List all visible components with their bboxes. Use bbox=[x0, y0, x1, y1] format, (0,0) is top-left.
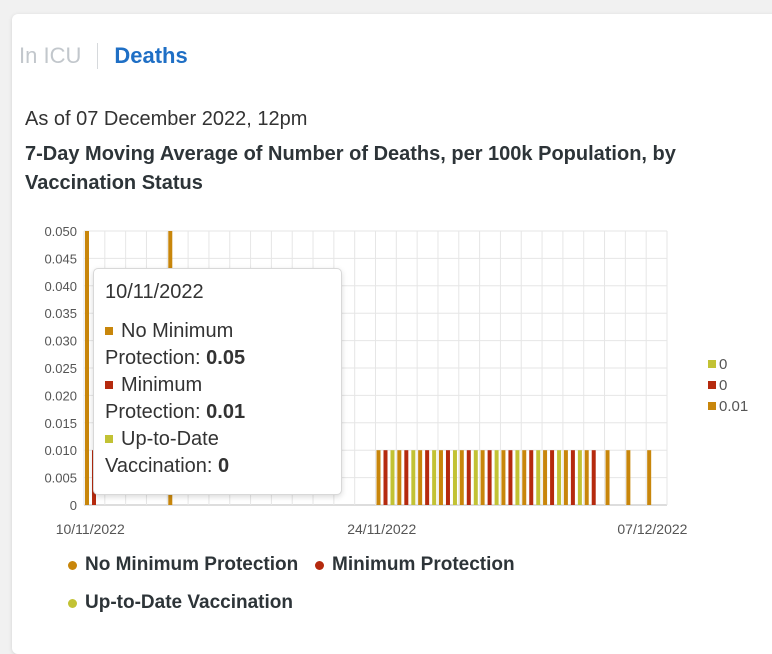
tooltip-value: 0.05 bbox=[206, 347, 246, 369]
tooltip-label: Minimum bbox=[121, 374, 203, 396]
bar bbox=[584, 450, 589, 505]
legend-item-up-to-date-vaccination[interactable]: Up-to-Date Vaccination bbox=[68, 592, 293, 614]
legend-item-minimum-protection[interactable]: Minimum Protection bbox=[315, 554, 515, 576]
y-tick-label: 0.040 bbox=[44, 279, 77, 294]
bar bbox=[543, 450, 548, 505]
bar bbox=[487, 450, 492, 505]
legend-item-no-minimum-protection[interactable]: No Minimum Protection bbox=[68, 554, 298, 576]
bar bbox=[501, 450, 506, 505]
bar bbox=[480, 450, 485, 505]
bar bbox=[425, 450, 430, 505]
legend-dot-icon bbox=[68, 560, 77, 570]
tab-in-icu[interactable]: In ICU bbox=[19, 43, 82, 68]
legend-dot-icon bbox=[315, 560, 324, 570]
y-tick-label: 0.030 bbox=[44, 334, 77, 349]
y-tick-label: 0.050 bbox=[44, 224, 77, 239]
bar bbox=[577, 450, 582, 505]
bar bbox=[404, 450, 409, 505]
chart-tooltip: 10/11/2022 No Minimum Protection: 0.05 M… bbox=[93, 268, 342, 495]
chart-title: 7-Day Moving Average of Number of Deaths… bbox=[25, 143, 676, 194]
legend-dot-icon bbox=[68, 598, 77, 608]
bar bbox=[473, 450, 478, 505]
y-tick-label: 0.010 bbox=[44, 443, 77, 458]
bar bbox=[390, 450, 395, 505]
tooltip-label: No Minimum bbox=[121, 320, 234, 342]
tooltip-label: Protection: bbox=[105, 401, 207, 423]
bar bbox=[522, 450, 527, 505]
square-icon bbox=[105, 327, 113, 335]
bar bbox=[515, 450, 520, 505]
square-icon bbox=[105, 435, 113, 443]
side-legend-swatch bbox=[708, 402, 716, 410]
bar bbox=[550, 450, 555, 505]
tab-bar: In ICU Deaths bbox=[19, 43, 188, 69]
y-tick-label: 0.035 bbox=[44, 306, 77, 321]
side-legend-swatch bbox=[708, 360, 716, 368]
tooltip-row-up-to-date: Up-to-Date Vaccination: 0 bbox=[105, 426, 331, 480]
x-tick-label: 07/12/2022 bbox=[617, 521, 687, 537]
tooltip-label: Protection: bbox=[105, 347, 207, 369]
x-tick-label: 24/11/2022 bbox=[347, 521, 416, 537]
bar bbox=[647, 450, 652, 505]
bar bbox=[383, 450, 388, 505]
bar bbox=[432, 450, 437, 505]
tooltip-label: Vaccination: bbox=[105, 455, 219, 477]
tooltip-value: 0 bbox=[218, 455, 230, 477]
x-tick-label: 10/11/2022 bbox=[56, 521, 125, 537]
legend-label: Minimum Protection bbox=[332, 554, 515, 575]
y-tick-label: 0.005 bbox=[44, 471, 77, 486]
bar bbox=[570, 450, 575, 505]
bar bbox=[563, 450, 568, 505]
legend-label: No Minimum Protection bbox=[85, 554, 299, 575]
bar bbox=[466, 450, 471, 505]
bar bbox=[376, 450, 381, 505]
tab-divider bbox=[97, 43, 99, 69]
y-tick-label: 0.020 bbox=[44, 388, 77, 403]
bar bbox=[557, 450, 562, 505]
side-legend-label: 0 bbox=[719, 377, 727, 394]
bar bbox=[494, 450, 499, 505]
tooltip-date: 10/11/2022 bbox=[105, 281, 204, 303]
bar bbox=[591, 450, 596, 505]
tooltip-row-no-minimum: No Minimum Protection: 0.05 bbox=[105, 318, 331, 372]
tooltip-value: 0.01 bbox=[206, 401, 246, 423]
bar bbox=[397, 450, 402, 505]
y-tick-label: 0.045 bbox=[44, 251, 77, 266]
side-legend-label: 0.01 bbox=[719, 398, 748, 415]
side-legend-swatch bbox=[708, 381, 716, 389]
bar bbox=[418, 450, 423, 505]
side-legend-label: 0 bbox=[719, 356, 727, 373]
as-of-timestamp: As of 07 December 2022, 12pm bbox=[25, 108, 308, 130]
bar bbox=[438, 450, 443, 505]
legend-label: Up-to-Date Vaccination bbox=[85, 592, 293, 613]
bar bbox=[605, 450, 610, 505]
y-tick-label: 0 bbox=[70, 498, 77, 513]
bar bbox=[452, 450, 457, 505]
y-tick-label: 0.025 bbox=[44, 361, 77, 376]
bar bbox=[445, 450, 450, 505]
bar bbox=[529, 450, 534, 505]
tab-deaths[interactable]: Deaths bbox=[114, 43, 188, 68]
bar bbox=[459, 450, 464, 505]
bar bbox=[411, 450, 416, 505]
tooltip-row-minimum: Minimum Protection: 0.01 bbox=[105, 372, 331, 426]
bar bbox=[508, 450, 513, 505]
bar bbox=[85, 231, 89, 505]
square-icon bbox=[105, 381, 113, 389]
bar bbox=[536, 450, 541, 505]
bar bbox=[626, 450, 631, 505]
y-tick-label: 0.015 bbox=[44, 416, 77, 431]
tooltip-label: Up-to-Date bbox=[121, 428, 219, 450]
